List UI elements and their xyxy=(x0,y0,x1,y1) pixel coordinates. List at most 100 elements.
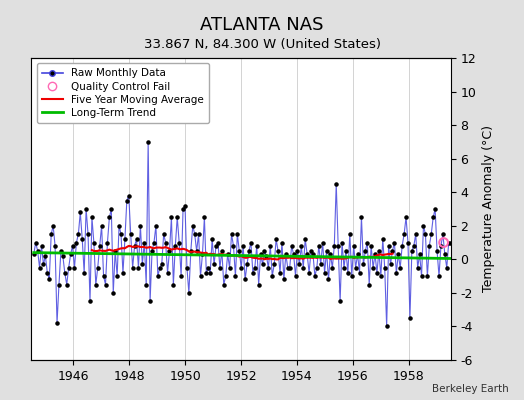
Point xyxy=(396,264,405,271)
Point xyxy=(365,281,374,288)
Point xyxy=(115,222,123,229)
Legend: Raw Monthly Data, Quality Control Fail, Five Year Moving Average, Long-Term Tren: Raw Monthly Data, Quality Control Fail, … xyxy=(37,63,209,123)
Point xyxy=(377,273,385,279)
Point xyxy=(97,222,106,229)
Point xyxy=(357,214,366,220)
Point xyxy=(191,231,199,237)
Point xyxy=(268,273,277,279)
Point xyxy=(305,270,313,276)
Point xyxy=(189,222,197,229)
Point xyxy=(247,239,255,246)
Point xyxy=(239,243,247,249)
Point xyxy=(352,264,360,271)
Point xyxy=(385,243,393,249)
Point xyxy=(427,231,435,237)
Point xyxy=(262,253,270,259)
Point xyxy=(324,276,333,283)
Point xyxy=(291,273,300,279)
Point xyxy=(260,248,269,254)
Point xyxy=(121,236,129,242)
Point xyxy=(361,248,369,254)
Point xyxy=(278,239,286,246)
Point xyxy=(388,248,397,254)
Point xyxy=(413,264,422,271)
Point xyxy=(280,276,288,283)
Point xyxy=(309,251,317,258)
Point xyxy=(316,261,325,268)
Point xyxy=(255,281,263,288)
Point xyxy=(307,248,315,254)
Point xyxy=(400,231,408,237)
Point xyxy=(235,248,244,254)
Point xyxy=(109,290,117,296)
Point xyxy=(406,315,414,321)
Point xyxy=(144,139,152,145)
Point xyxy=(74,231,83,237)
Point xyxy=(303,251,311,258)
Point xyxy=(417,273,425,279)
Point xyxy=(36,264,44,271)
Point xyxy=(216,264,224,271)
Point xyxy=(338,239,346,246)
Point xyxy=(142,281,150,288)
Point xyxy=(156,264,164,271)
Point xyxy=(29,251,38,258)
Point xyxy=(295,261,303,268)
Point xyxy=(380,264,389,271)
Point xyxy=(163,270,172,276)
Point xyxy=(386,261,395,268)
Point xyxy=(350,243,358,249)
Point xyxy=(326,251,335,258)
Point xyxy=(375,248,383,254)
Point xyxy=(173,214,181,220)
Point xyxy=(230,243,238,249)
Point xyxy=(355,270,364,276)
Point xyxy=(169,281,178,288)
Point xyxy=(313,264,321,271)
Point xyxy=(45,276,53,283)
Point xyxy=(270,261,278,268)
Point xyxy=(181,202,189,209)
Point xyxy=(425,243,433,249)
Point xyxy=(436,243,445,249)
Point xyxy=(31,239,40,246)
Point xyxy=(210,261,219,268)
Point xyxy=(134,264,143,271)
Point xyxy=(281,251,290,258)
Point xyxy=(288,243,296,249)
Text: 33.867 N, 84.300 W (United States): 33.867 N, 84.300 W (United States) xyxy=(144,38,380,51)
Point xyxy=(217,248,226,254)
Point xyxy=(233,231,242,237)
Point xyxy=(80,270,89,276)
Point xyxy=(340,264,348,271)
Point xyxy=(293,248,302,254)
Point xyxy=(383,323,391,330)
Point xyxy=(250,264,259,271)
Point xyxy=(222,273,230,279)
Point xyxy=(196,273,205,279)
Point xyxy=(111,248,119,254)
Point xyxy=(419,222,428,229)
Point xyxy=(369,264,377,271)
Point xyxy=(59,253,67,259)
Point xyxy=(264,264,272,271)
Point xyxy=(443,264,451,271)
Point xyxy=(90,239,98,246)
Point xyxy=(177,273,185,279)
Point xyxy=(256,251,265,258)
Point xyxy=(274,248,282,254)
Point xyxy=(314,243,323,249)
Point xyxy=(107,206,115,212)
Point xyxy=(175,239,183,246)
Point xyxy=(258,261,267,268)
Point xyxy=(130,243,139,249)
Point xyxy=(70,264,79,271)
Point xyxy=(192,248,201,254)
Point xyxy=(88,214,96,220)
Point xyxy=(53,320,61,326)
Point xyxy=(347,273,356,279)
Point xyxy=(202,270,211,276)
Point xyxy=(410,243,418,249)
Point xyxy=(367,243,375,249)
Point xyxy=(194,231,203,237)
